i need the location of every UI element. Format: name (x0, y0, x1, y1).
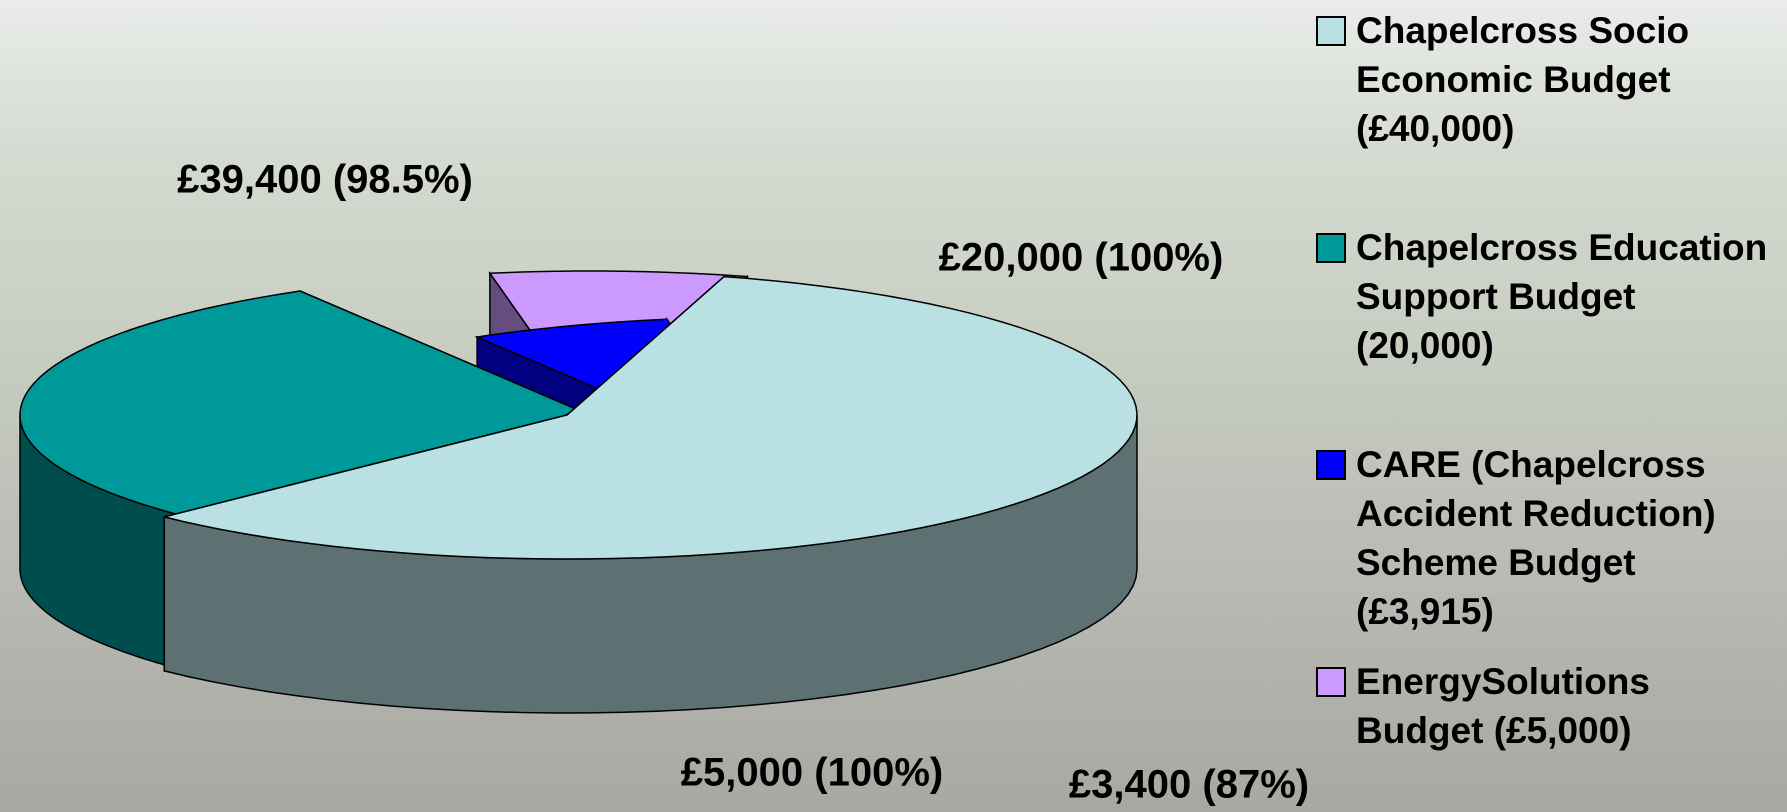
data-label: £5,000 (100%) (681, 751, 943, 795)
slice-top (19, 290, 593, 518)
legend-item: EnergySolutions Budget (£5,000) (1316, 657, 1776, 755)
legend-item: Chapelcross Socio Economic Budget (£40,0… (1316, 6, 1776, 153)
legend-swatch (1316, 450, 1346, 480)
slice (163, 274, 1138, 714)
legend-label: Chapelcross Education Support Budget (20… (1356, 227, 1768, 366)
legend-swatch (1316, 667, 1346, 697)
legend-label: CARE (Chapelcross Accident Reduction) Sc… (1356, 444, 1716, 632)
legend-item: CARE (Chapelcross Accident Reduction) Sc… (1316, 440, 1776, 636)
legend-label: Chapelcross Socio Economic Budget (£40,0… (1356, 10, 1690, 149)
legend-item: Chapelcross Education Support Budget (20… (1316, 223, 1776, 370)
legend-label: EnergySolutions Budget (£5,000) (1356, 661, 1650, 751)
legend-swatch (1316, 16, 1346, 46)
data-label: £3,400 (87%) (1069, 763, 1309, 807)
data-label: £20,000 (100%) (939, 236, 1224, 280)
legend-swatch (1316, 233, 1346, 263)
slice-top (164, 275, 1138, 560)
data-label: £39,400 (98.5%) (177, 158, 473, 202)
